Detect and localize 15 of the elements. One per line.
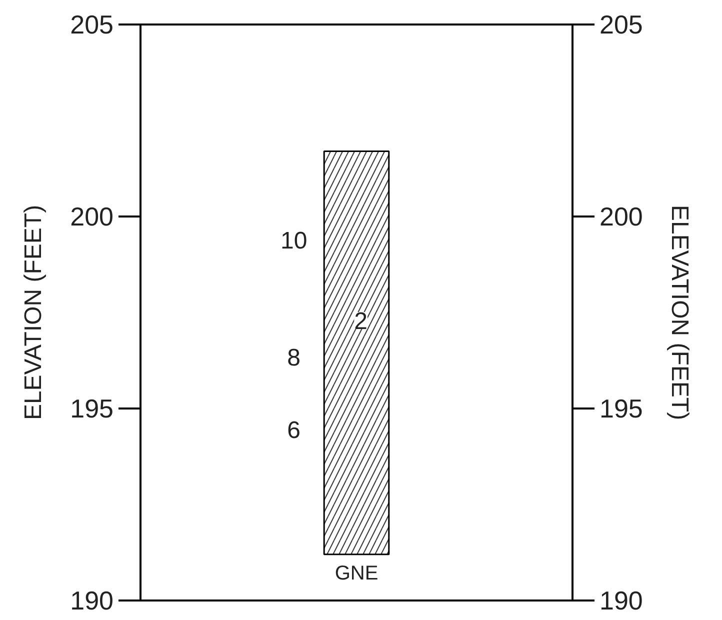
y-axis-title: ELEVATION (FEET) bbox=[20, 204, 48, 420]
annotation: 2 bbox=[354, 308, 368, 336]
annotation: 10 bbox=[280, 227, 308, 254]
annotation: 6 bbox=[287, 416, 301, 444]
y2-tick-label: 190 bbox=[600, 586, 643, 616]
y-tick-label: 205 bbox=[70, 10, 114, 40]
y2-tick-label: 205 bbox=[600, 10, 643, 40]
annotation: 8 bbox=[287, 344, 301, 372]
y-tick-label: 190 bbox=[70, 586, 114, 616]
y-tick-label: 200 bbox=[70, 202, 114, 232]
y-tick-label: 195 bbox=[70, 394, 114, 424]
y2-axis-title: ELEVATION (FEET) bbox=[666, 204, 693, 420]
x-tick-label: GNE bbox=[334, 562, 378, 584]
y2-tick-label: 200 bbox=[600, 202, 643, 232]
y2-tick-label: 195 bbox=[600, 394, 643, 424]
